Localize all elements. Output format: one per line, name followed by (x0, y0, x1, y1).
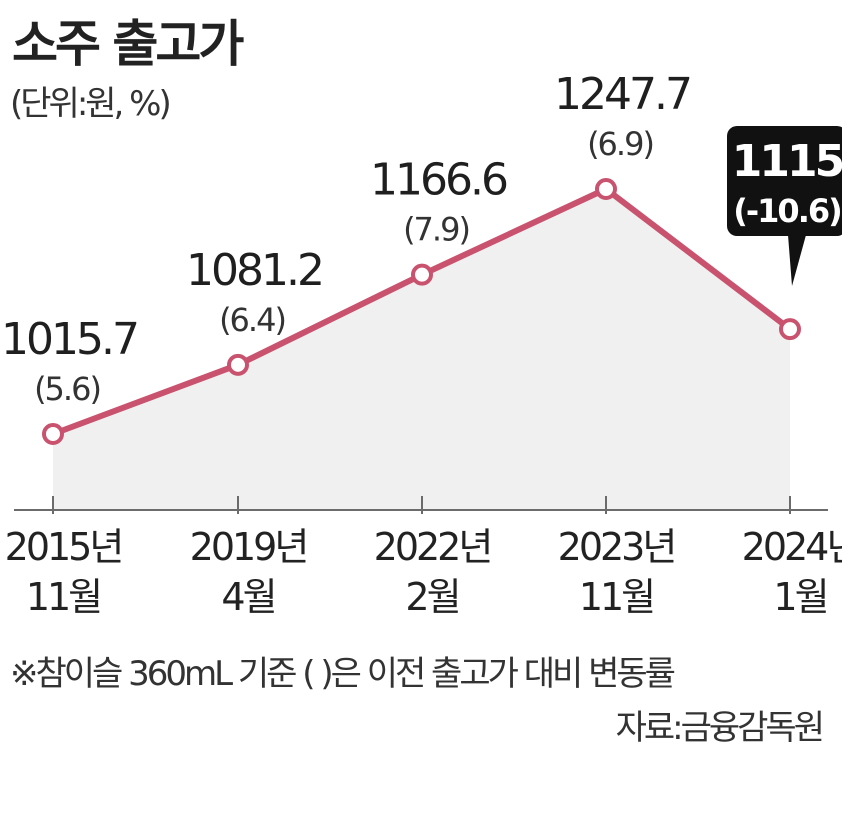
x-tick-label: 2월 (405, 575, 458, 619)
change-label: (-10.6) (733, 192, 840, 230)
change-label: (6.4) (219, 301, 285, 339)
data-point (42, 423, 64, 445)
data-point (595, 178, 617, 200)
data-point (411, 263, 433, 286)
value-label: 1166.6 (370, 155, 507, 206)
value-label: 1081.2 (186, 245, 322, 296)
callout-pointer (788, 235, 806, 286)
x-tick-label: 2019년 (190, 525, 307, 569)
x-tick-label: 2015년 (5, 525, 122, 569)
highlight-callout (727, 126, 842, 236)
value-label: 1015.7 (1, 314, 137, 365)
x-tick-label: 2023년 (558, 525, 675, 569)
area-fill (53, 189, 790, 510)
x-tick-label: 11월 (26, 575, 100, 619)
x-tick-label: 2022년 (374, 525, 491, 569)
value-label: 1115 (732, 136, 842, 187)
x-tick-label: 1월 (773, 575, 826, 619)
chart-title: 소주 출고가 (12, 15, 244, 73)
unit-note: (단위:원, %) (10, 84, 172, 124)
change-label: (5.6) (34, 370, 100, 408)
data-point (779, 318, 801, 341)
value-label: 1247.7 (554, 69, 690, 120)
x-tick-label: 11월 (579, 575, 653, 619)
source-note: 자료:금융감독원 (615, 708, 825, 748)
change-label: (6.9) (587, 125, 653, 163)
footnote: ※참이슬 360mL 기준 ( )은 이전 출고가 대비 변동률 (10, 654, 676, 694)
x-tick-label: 2024년 (742, 525, 842, 569)
change-label: (7.9) (403, 211, 469, 249)
x-tick-label: 4월 (221, 575, 274, 619)
data-point (227, 353, 249, 376)
line-chart: 1015.7 (5.6) 1081.2 (6.4) 1166.6 (7.9) 1247.7 (… (1, 69, 842, 619)
